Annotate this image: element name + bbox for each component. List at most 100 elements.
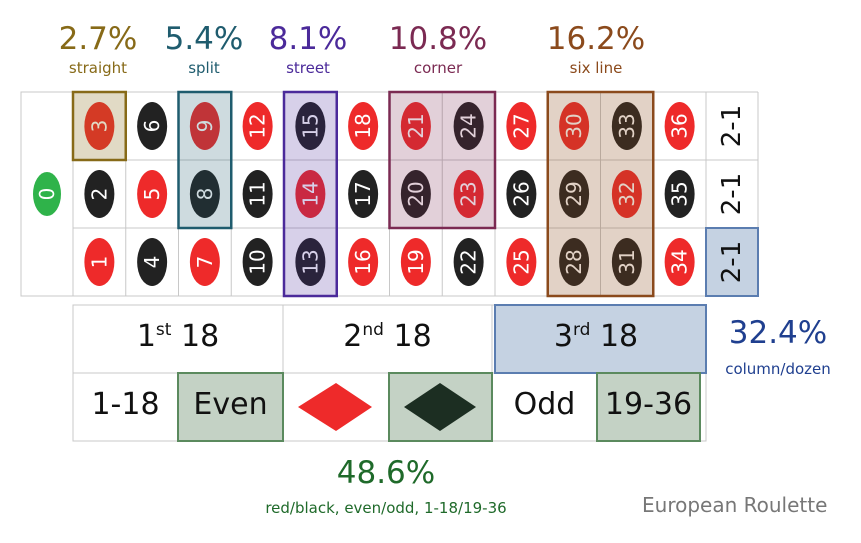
number-label: 22: [457, 249, 481, 274]
number-label: 5: [140, 188, 164, 201]
number-label: 18: [351, 113, 375, 138]
column-bet-label: 2-1: [717, 105, 747, 147]
split-label: split: [188, 59, 220, 77]
even-money-highlight-2: [596, 372, 701, 442]
number-label: 32: [615, 181, 639, 206]
number-label: 1: [87, 256, 111, 269]
number-ball-23: [453, 170, 484, 218]
street-percent: 8.1%: [268, 21, 348, 57]
zero-number: 0: [35, 188, 59, 201]
bet-even[interactable]: Even: [193, 387, 268, 422]
corner-percent: 10.8%: [388, 21, 488, 57]
number-label: 9: [193, 120, 217, 133]
number-ball-10: [242, 238, 273, 286]
column-1-highlight: [705, 227, 759, 297]
bet-black-diamond[interactable]: [404, 383, 476, 431]
number-label: 16: [351, 249, 375, 274]
bet-red-diamond[interactable]: [298, 383, 372, 431]
number-label: 10: [246, 249, 270, 274]
dozen-percent: 32.4%: [728, 315, 828, 351]
number-ball-19: [400, 238, 431, 286]
number-label: 4: [140, 256, 164, 269]
column-bet-label: 2-1: [717, 241, 747, 283]
number-ball-8: [189, 170, 220, 218]
number-label: 8: [193, 188, 217, 201]
straight-label: straight: [68, 59, 128, 77]
number-label: 25: [509, 249, 533, 274]
number-ball-7: [189, 238, 220, 286]
number-label: 34: [668, 249, 692, 274]
number-ball-18: [348, 102, 379, 150]
number-ball-29: [559, 170, 590, 218]
straight-highlight: [71, 90, 127, 162]
number-ball-17: [348, 170, 379, 218]
number-ball-12: [242, 102, 273, 150]
number-ball-30: [559, 102, 590, 150]
number-ball-36: [664, 102, 695, 150]
dozen-label: column/dozen: [725, 360, 831, 378]
number-ball-4: [137, 238, 168, 286]
footer-caption: European Roulette: [642, 493, 828, 517]
sixline-percent: 16.2%: [546, 21, 646, 57]
number-label: 13: [298, 249, 322, 274]
sixline-highlight: [546, 90, 655, 298]
even-money-fill-0: [178, 373, 283, 441]
number-label: 29: [562, 181, 586, 206]
number-ball-6: [137, 102, 168, 150]
number-label: 26: [509, 181, 533, 206]
number-label: 2: [87, 188, 111, 201]
number-label: 21: [404, 113, 428, 138]
number-ball-26: [506, 170, 537, 218]
number-ball-20: [400, 170, 431, 218]
number-ball-21: [400, 102, 431, 150]
dozen-3-fill: [495, 305, 706, 373]
bet-19-36[interactable]: 19-36: [604, 387, 693, 422]
number-label: 28: [562, 249, 586, 274]
number-label: 11: [246, 181, 270, 206]
even-money-label: red/black, even/odd, 1-18/19-36: [265, 499, 507, 517]
corner-label: corner: [413, 59, 463, 77]
number-label: 14: [298, 181, 322, 206]
number-ball-25: [506, 238, 537, 286]
bet-odd[interactable]: Odd: [513, 387, 576, 422]
number-label: 33: [615, 113, 639, 138]
dozen-3rd-18[interactable]: 3rd 18: [553, 319, 639, 354]
number-label: 23: [457, 181, 481, 206]
column-bet-label: 2-1: [717, 173, 747, 215]
number-ball-14: [295, 170, 326, 218]
number-label: 31: [615, 249, 639, 274]
number-ball-24: [453, 102, 484, 150]
column-1-fill: [706, 228, 758, 296]
number-ball-16: [348, 238, 379, 286]
dozen-2nd-18[interactable]: 2nd 18: [343, 319, 432, 354]
number-label: 6: [140, 120, 164, 133]
sixline-label: six line: [569, 59, 623, 77]
number-label: 19: [404, 249, 428, 274]
number-ball-34: [664, 238, 695, 286]
even-money-percent: 48.6%: [336, 455, 436, 491]
number-ball-11: [242, 170, 273, 218]
number-ball-2: [84, 170, 115, 218]
number-label: 27: [509, 113, 533, 138]
number-ball-9: [189, 102, 220, 150]
corner-highlight: [388, 90, 497, 230]
number-ball-32: [611, 170, 642, 218]
number-ball-1: [84, 238, 115, 286]
number-ball-3: [84, 102, 115, 150]
zero-ball: [33, 172, 61, 216]
number-label: 15: [298, 113, 322, 138]
number-label: 12: [246, 113, 270, 138]
number-ball-5: [137, 170, 168, 218]
number-ball-27: [506, 102, 537, 150]
bet-1-18[interactable]: 1-18: [91, 387, 160, 422]
split-highlight: [177, 90, 233, 230]
number-label: 30: [562, 113, 586, 138]
split-percent: 5.4%: [164, 21, 244, 57]
number-ball-28: [559, 238, 590, 286]
dozen-1st-18[interactable]: 1st 18: [136, 319, 220, 354]
number-label: 3: [87, 120, 111, 133]
number-label: 7: [193, 256, 217, 269]
street-highlight: [282, 90, 338, 298]
even-money-highlight-0: [177, 372, 284, 442]
number-ball-13: [295, 238, 326, 286]
